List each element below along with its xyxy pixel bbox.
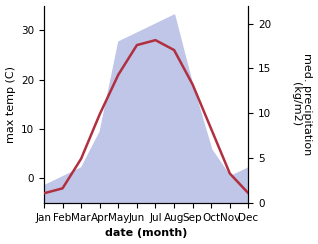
Y-axis label: med. precipitation
(kg/m2): med. precipitation (kg/m2) <box>291 53 313 155</box>
Y-axis label: max temp (C): max temp (C) <box>5 66 16 143</box>
X-axis label: date (month): date (month) <box>105 228 187 238</box>
